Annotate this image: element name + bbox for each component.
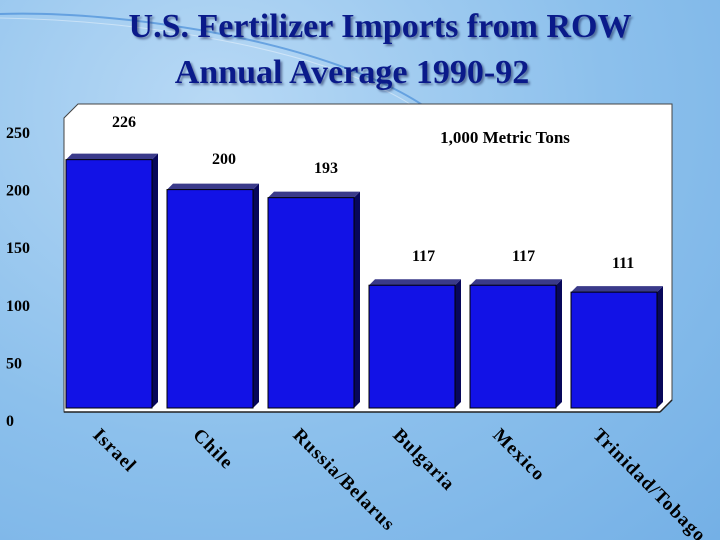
x-tick-label: Israel [88, 425, 140, 477]
data-label: 117 [512, 248, 535, 265]
bar [469, 284, 557, 409]
chart-title: U.S. Fertilizer Imports from ROW [128, 8, 632, 45]
data-label: 111 [612, 255, 634, 272]
bar-top [369, 279, 461, 286]
x-tick-label: Bulgaria [388, 425, 459, 496]
bar-side [152, 153, 158, 408]
y-tick-label: 0 [6, 413, 14, 430]
bar-side [253, 183, 259, 408]
data-label: 226 [112, 114, 136, 131]
x-tick-label: Chile [188, 425, 237, 474]
bar [570, 291, 658, 409]
x-tick-label: Russia/Belarus [288, 425, 399, 536]
bar-top [66, 153, 158, 160]
bar-side [455, 279, 461, 408]
y-tick-label: 50 [6, 355, 22, 372]
plot-floor-depth [659, 399, 673, 413]
bar-side [354, 191, 360, 408]
bar-top [268, 191, 360, 198]
y-tick-label: 250 [6, 125, 30, 142]
bar-top [470, 279, 562, 286]
x-tick-label: Trinidad/Tobago [588, 425, 710, 540]
bar-side [657, 286, 663, 408]
bar-side [556, 279, 562, 408]
chart-subtitle: Annual Average 1990-92 [174, 54, 530, 91]
bar [368, 284, 456, 409]
unit-label: 1,000 Metric Tons [440, 128, 570, 147]
data-labels: 226 200 193 117 117 111 [112, 114, 634, 272]
bar-top [571, 286, 663, 293]
data-label: 200 [212, 151, 236, 168]
bars [65, 153, 663, 409]
bar [166, 189, 254, 409]
data-label: 117 [412, 248, 435, 265]
y-axis-ticks: 0 50 100 150 200 250 [6, 125, 30, 430]
y-tick-label: 100 [6, 298, 30, 315]
y-tick-label: 150 [6, 240, 30, 257]
x-tick-label: Mexico [488, 425, 549, 486]
data-label: 193 [314, 160, 338, 177]
y-tick-label: 200 [6, 183, 30, 200]
bar [65, 159, 153, 409]
bar-top [167, 183, 259, 190]
bar [267, 197, 355, 409]
